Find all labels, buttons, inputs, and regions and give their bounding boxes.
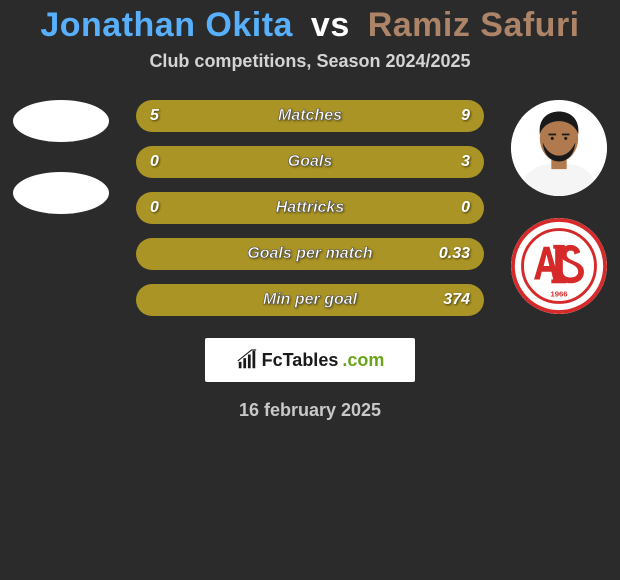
club-crest-svg: 1966 bbox=[511, 218, 607, 314]
stat-left-value: 0 bbox=[150, 199, 210, 217]
stat-label: Goals per match bbox=[210, 245, 410, 263]
stat-left-value: 5 bbox=[150, 107, 210, 125]
comparison-card: Jonathan Okita vs Ramiz Safuri Club comp… bbox=[0, 0, 620, 580]
stat-label: Hattricks bbox=[210, 199, 410, 217]
stat-label: Min per goal bbox=[210, 291, 410, 309]
avatar-svg bbox=[511, 100, 607, 196]
bar-chart-icon bbox=[236, 349, 258, 371]
content-area: 1966 5Matches90Goals30Hattricks0Goals pe… bbox=[0, 100, 620, 316]
stat-label: Goals bbox=[210, 153, 410, 171]
brand-text-2: .com bbox=[342, 350, 384, 371]
left-column bbox=[6, 100, 116, 214]
brand-text-1: FcTables bbox=[262, 350, 339, 371]
player1-club-placeholder bbox=[13, 172, 109, 214]
stat-row: Min per goal374 bbox=[136, 284, 484, 316]
player2-club-badge: 1966 bbox=[511, 218, 607, 314]
title-row: Jonathan Okita vs Ramiz Safuri bbox=[40, 6, 579, 45]
stat-right-value: 9 bbox=[410, 107, 470, 125]
player2-avatar bbox=[511, 100, 607, 196]
stat-right-value: 374 bbox=[410, 291, 470, 309]
stat-row: Goals per match0.33 bbox=[136, 238, 484, 270]
stat-row: 0Goals3 bbox=[136, 146, 484, 178]
stat-row: 0Hattricks0 bbox=[136, 192, 484, 224]
stat-right-value: 3 bbox=[410, 153, 470, 171]
player1-name: Jonathan Okita bbox=[40, 6, 293, 44]
subtitle: Club competitions, Season 2024/2025 bbox=[149, 51, 470, 72]
vs-label: vs bbox=[311, 6, 350, 44]
right-column: 1966 bbox=[504, 100, 614, 314]
svg-text:1966: 1966 bbox=[550, 290, 567, 299]
player1-avatar-placeholder bbox=[13, 100, 109, 142]
date-label: 16 february 2025 bbox=[239, 400, 381, 421]
stat-row: 5Matches9 bbox=[136, 100, 484, 132]
stat-right-value: 0 bbox=[410, 199, 470, 217]
player2-name: Ramiz Safuri bbox=[368, 6, 580, 44]
stat-label: Matches bbox=[210, 107, 410, 125]
stat-right-value: 0.33 bbox=[410, 245, 470, 263]
brand-box: FcTables.com bbox=[205, 338, 415, 382]
stats-list: 5Matches90Goals30Hattricks0Goals per mat… bbox=[136, 100, 484, 316]
stat-left-value: 0 bbox=[150, 153, 210, 171]
